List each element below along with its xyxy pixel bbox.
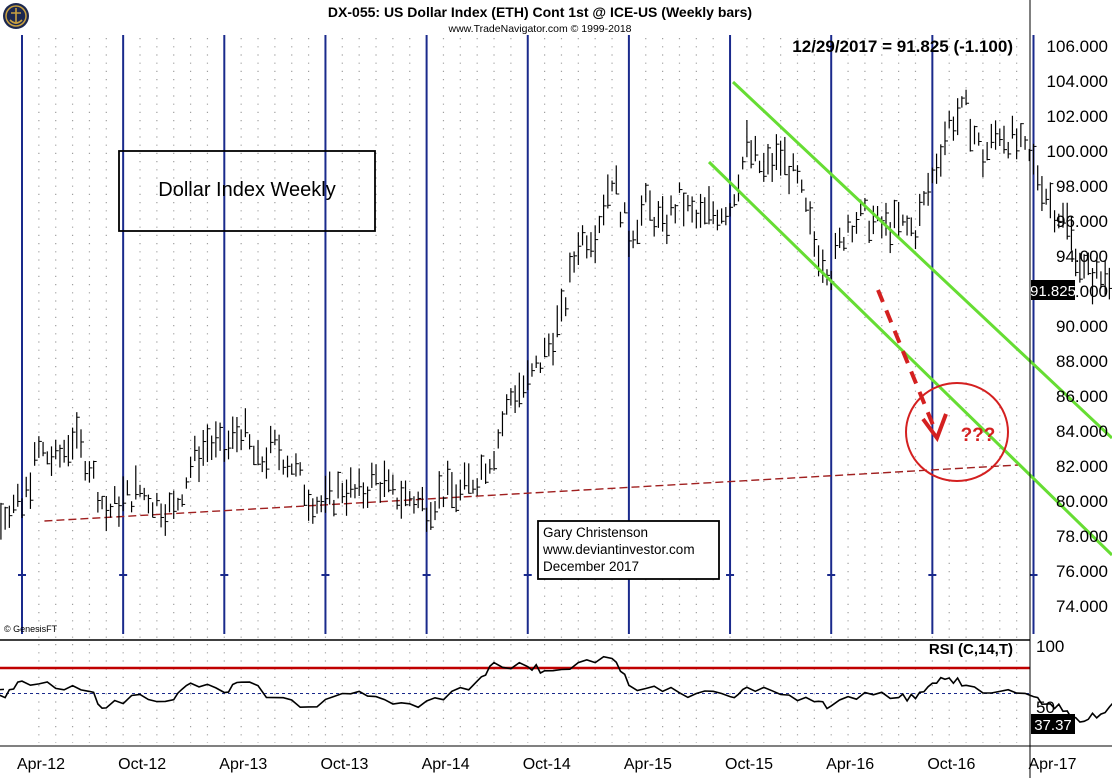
credit-box xyxy=(537,520,720,580)
watermark: © GenesisFT xyxy=(4,624,58,634)
annotation-box xyxy=(118,150,376,232)
price-tick-label: 98.000 xyxy=(1056,177,1108,196)
annotation-box-text: Dollar Index Weekly xyxy=(158,179,335,201)
price-tick-label: 76.000 xyxy=(1056,562,1108,581)
rsi-line xyxy=(0,655,1112,723)
credit-author: Gary Christenson xyxy=(543,525,648,540)
time-tick-label: Oct-13 xyxy=(320,756,368,773)
rsi-tick-label: 50 xyxy=(1036,698,1055,717)
price-tick-label: 80.000 xyxy=(1056,492,1108,511)
price-tick-label: 102.000 xyxy=(1047,107,1108,126)
time-tick-label: Apr-14 xyxy=(422,756,470,773)
time-tick-label: Apr-15 xyxy=(624,756,672,773)
last-rsi-value: 37.37 xyxy=(1034,717,1072,734)
question-mark-label: ??? xyxy=(961,425,996,446)
support-trendline xyxy=(44,464,1019,522)
chart-title: DX-055: US Dollar Index (ETH) Cont 1st @… xyxy=(328,4,752,20)
price-tick-label: 78.000 xyxy=(1056,527,1108,546)
price-tick-label: 84.000 xyxy=(1056,422,1108,441)
cycle-lines xyxy=(18,35,1038,634)
time-tick-label: Oct-14 xyxy=(523,756,571,773)
time-axis: Apr-12 Oct-12 Apr-13 Oct-13 Apr-14 Oct-14 Apr-… xyxy=(17,756,1077,773)
last-bar-label: 12/29/2017 = 91.825 (-1.100) xyxy=(792,37,1013,56)
trend-overlays xyxy=(44,464,1019,522)
price-tick-label: 74.000 xyxy=(1056,597,1108,616)
time-tick-label: Apr-16 xyxy=(826,756,874,773)
price-bars xyxy=(0,89,1112,540)
price-tick-label: 90.000 xyxy=(1056,317,1108,336)
time-tick-label: Apr-12 xyxy=(17,756,65,773)
annotation-overlays xyxy=(707,80,1112,557)
time-tick-label: Oct-15 xyxy=(725,756,773,773)
price-axis: 74.000 76.000 78.000 80.000 82.000 84.000 86.0… xyxy=(1047,37,1108,616)
price-tick-label: 106.000 xyxy=(1047,37,1108,56)
price-tick-label: 88.000 xyxy=(1056,352,1108,371)
chart-subtitle: www.TradeNavigator.com © 1999-2018 xyxy=(447,23,631,35)
last-rsi-box xyxy=(1031,714,1075,734)
credit-website: www.deviantinvestor.com xyxy=(542,542,695,557)
time-tick-label: Oct-12 xyxy=(118,756,166,773)
forecast-arrowhead xyxy=(921,413,948,443)
price-tick-label: 104.000 xyxy=(1047,72,1108,91)
last-price-value: 91.825 xyxy=(1030,283,1076,300)
time-tick-label: Apr-13 xyxy=(219,756,267,773)
credit-date: December 2017 xyxy=(543,559,639,574)
channel-lower-line xyxy=(707,160,1112,557)
trade-navigator-logo-icon xyxy=(3,3,29,29)
last-price-box xyxy=(1031,280,1075,300)
target-circle xyxy=(905,382,1009,482)
price-tick-label: 94.000 xyxy=(1056,247,1108,266)
rsi-panel xyxy=(0,655,1112,723)
rsi-axis: 100 50 xyxy=(1036,637,1064,717)
time-tick-label: Apr-17 xyxy=(1028,756,1076,773)
time-tick-label: Oct-16 xyxy=(927,756,975,773)
price-tick-label: 82.000 xyxy=(1056,457,1108,476)
rsi-title: RSI (C,14,T) xyxy=(929,641,1013,658)
channel-upper-line xyxy=(731,80,1112,440)
rsi-tick-label: 100 xyxy=(1036,637,1064,656)
price-tick-label: 86.000 xyxy=(1056,387,1108,406)
price-tick-label: 96.000 xyxy=(1056,212,1108,231)
price-tick-label: 100.000 xyxy=(1047,142,1108,161)
forecast-arrow xyxy=(876,289,937,431)
